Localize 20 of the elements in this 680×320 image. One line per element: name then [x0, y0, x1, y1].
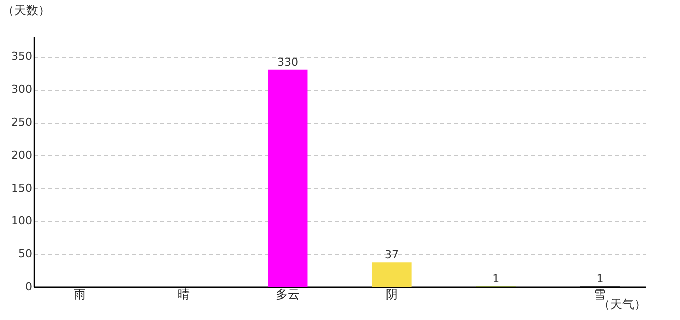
bar [372, 262, 412, 287]
data-label: 1 [492, 272, 500, 286]
bar [268, 70, 308, 287]
y-tick-label: 300 [12, 83, 32, 96]
y-tick-label: 50 [18, 248, 32, 261]
y-tick-label: 350 [12, 50, 32, 64]
y-tick-label: 200 [12, 148, 32, 162]
x-tick-label: 晴 [178, 288, 190, 302]
data-label: 330 [277, 56, 298, 69]
x-tick-label: 雪 [594, 288, 606, 302]
data-label: 37 [385, 248, 400, 262]
y-tick-label: 250 [12, 116, 32, 130]
y-tick-label: 0 [26, 280, 32, 294]
x-tick-label: 雨 [74, 288, 86, 302]
data-label: 1 [596, 272, 604, 286]
y-tick-label: 150 [12, 182, 32, 195]
y-tick-label: 100 [12, 214, 32, 228]
x-tick-label: 多云 [276, 288, 300, 302]
x-tick-label: 阴 [386, 288, 398, 302]
y-axis-title: （天数） [2, 4, 50, 18]
